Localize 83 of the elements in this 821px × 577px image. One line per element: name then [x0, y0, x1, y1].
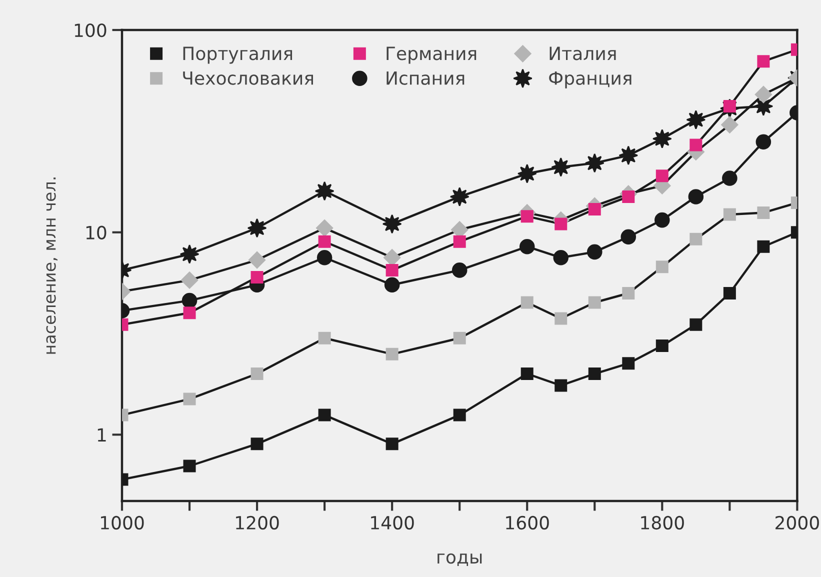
point — [180, 244, 200, 264]
point — [318, 332, 331, 344]
point — [757, 206, 770, 219]
point — [757, 55, 770, 68]
point — [620, 229, 636, 244]
x-tick-label: 2000 — [776, 516, 819, 530]
legend-label: Чехословакия — [183, 72, 313, 85]
legend-label: Германия — [386, 46, 476, 64]
x-tick-label: 1000 — [101, 516, 144, 530]
point — [622, 357, 635, 370]
point — [250, 270, 264, 284]
point — [247, 218, 267, 238]
point — [250, 368, 264, 380]
point — [622, 190, 635, 203]
point — [656, 260, 668, 274]
point — [554, 218, 568, 230]
point — [314, 181, 334, 201]
point — [551, 157, 571, 177]
point — [318, 235, 331, 248]
point — [386, 438, 398, 450]
point — [586, 244, 602, 260]
legend-label: Франция — [549, 72, 632, 88]
x-tick-label: 1800 — [641, 516, 684, 530]
y-tick-label: 10 — [86, 226, 106, 240]
point — [618, 146, 638, 166]
point — [248, 251, 266, 269]
x-axis-title: годы — [438, 553, 482, 566]
point — [757, 240, 770, 253]
legend-label: Португалия — [183, 46, 292, 64]
point — [452, 262, 468, 278]
point — [656, 170, 668, 182]
y-tick-label: 1 — [98, 428, 106, 442]
x-tick-label: 1400 — [371, 516, 414, 530]
point — [652, 129, 672, 148]
point — [690, 318, 702, 331]
x-tick-label: 1600 — [506, 516, 549, 530]
point — [588, 203, 601, 216]
x-tick-label: 1200 — [236, 516, 279, 530]
legend-label: Испания — [386, 72, 464, 85]
point — [690, 138, 702, 152]
legend-label: Италия — [550, 46, 616, 60]
point — [453, 235, 466, 248]
point — [183, 306, 196, 320]
point — [384, 277, 400, 293]
point — [553, 250, 569, 266]
point — [316, 250, 332, 266]
point — [654, 212, 670, 228]
point — [588, 368, 601, 380]
point — [690, 232, 702, 246]
point — [450, 186, 470, 206]
point — [250, 438, 264, 450]
point — [316, 219, 334, 237]
point — [584, 153, 604, 173]
point — [520, 210, 534, 223]
point — [386, 264, 398, 276]
point — [520, 368, 534, 380]
point — [517, 164, 537, 184]
point — [688, 189, 704, 204]
point — [180, 272, 198, 289]
point — [453, 332, 466, 344]
point — [754, 86, 772, 104]
point — [656, 340, 668, 352]
point — [183, 460, 196, 472]
point — [520, 296, 534, 309]
point — [756, 134, 772, 150]
point — [519, 238, 535, 254]
point — [554, 379, 568, 392]
y-axis-title: население, млн чел. — [46, 178, 58, 354]
point — [182, 292, 198, 308]
point — [722, 170, 738, 186]
point — [686, 110, 706, 130]
point — [723, 286, 736, 300]
point — [183, 392, 196, 406]
y-tick-label: 100 — [74, 23, 106, 38]
point — [386, 348, 398, 360]
point — [622, 286, 635, 300]
point — [721, 116, 738, 134]
point — [723, 208, 736, 221]
point — [382, 214, 402, 234]
point — [588, 296, 601, 309]
point — [554, 312, 568, 325]
point — [318, 408, 331, 422]
point — [453, 408, 466, 422]
